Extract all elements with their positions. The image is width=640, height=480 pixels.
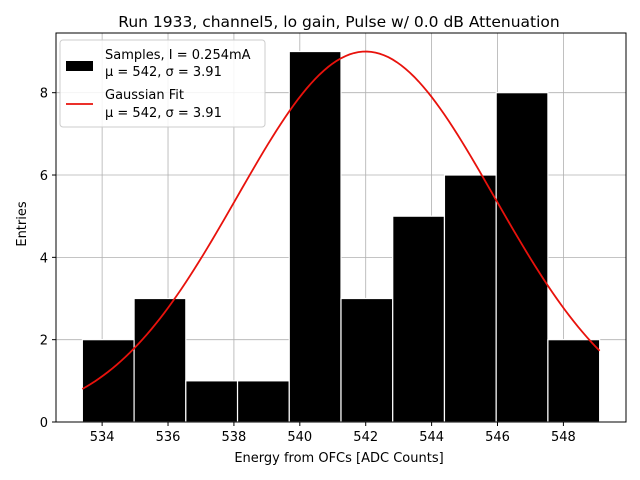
- x-axis-title: Energy from OFCs [ADC Counts]: [234, 451, 443, 466]
- plot-frame: [55, 32, 627, 423]
- x-tick-label: 538: [222, 430, 247, 445]
- x-tick-label: 542: [353, 430, 378, 445]
- x-axis-ticks: 534 536 538 540 542 544 546 548: [90, 422, 576, 445]
- legend-label-samples: Samples, I = 0.254mA: [105, 48, 251, 63]
- histogram-bar: [495, 92, 549, 423]
- x-tick-label: 536: [156, 430, 181, 445]
- histogram-bar: [236, 380, 290, 423]
- legend-label-fit: Gaussian Fit: [105, 88, 184, 103]
- histogram-bar: [443, 174, 497, 423]
- x-tick-label: 544: [419, 430, 444, 445]
- y-tick-label: 2: [40, 334, 48, 349]
- legend: Samples, I = 0.254mA μ = 542, σ = 3.91 G…: [59, 39, 266, 128]
- legend-stats-samples: μ = 542, σ = 3.91: [105, 65, 222, 80]
- y-axis-ticks: 0 2 4 6 8: [40, 87, 56, 431]
- histogram-bar: [340, 297, 394, 423]
- histogram-bar: [185, 380, 239, 423]
- histogram-bar: [133, 297, 187, 423]
- x-tick-label: 534: [90, 430, 115, 445]
- y-tick-label: 8: [40, 87, 48, 102]
- x-tick-label: 548: [551, 430, 576, 445]
- legend-stats-fit: μ = 542, σ = 3.91: [105, 106, 222, 121]
- x-tick-label: 540: [287, 430, 312, 445]
- legend-swatch-samples: [66, 61, 93, 71]
- fit-curve-layer: [81, 50, 601, 390]
- y-axis-title: Entries: [15, 201, 30, 247]
- y-tick-label: 4: [40, 251, 48, 266]
- histogram-bar: [547, 339, 601, 423]
- histogram-bar: [81, 339, 135, 423]
- x-tick-label: 546: [485, 430, 510, 445]
- legend-box: [59, 39, 266, 128]
- chart-title: Run 1933, channel5, lo gain, Pulse w/ 0.…: [118, 13, 559, 31]
- histogram-bars: [81, 50, 601, 423]
- gaussian-fit-curve: [81, 50, 601, 390]
- histogram-bar: [392, 215, 446, 423]
- y-tick-label: 6: [40, 169, 48, 184]
- histogram-bar: [288, 50, 342, 423]
- y-tick-label: 0: [40, 416, 48, 431]
